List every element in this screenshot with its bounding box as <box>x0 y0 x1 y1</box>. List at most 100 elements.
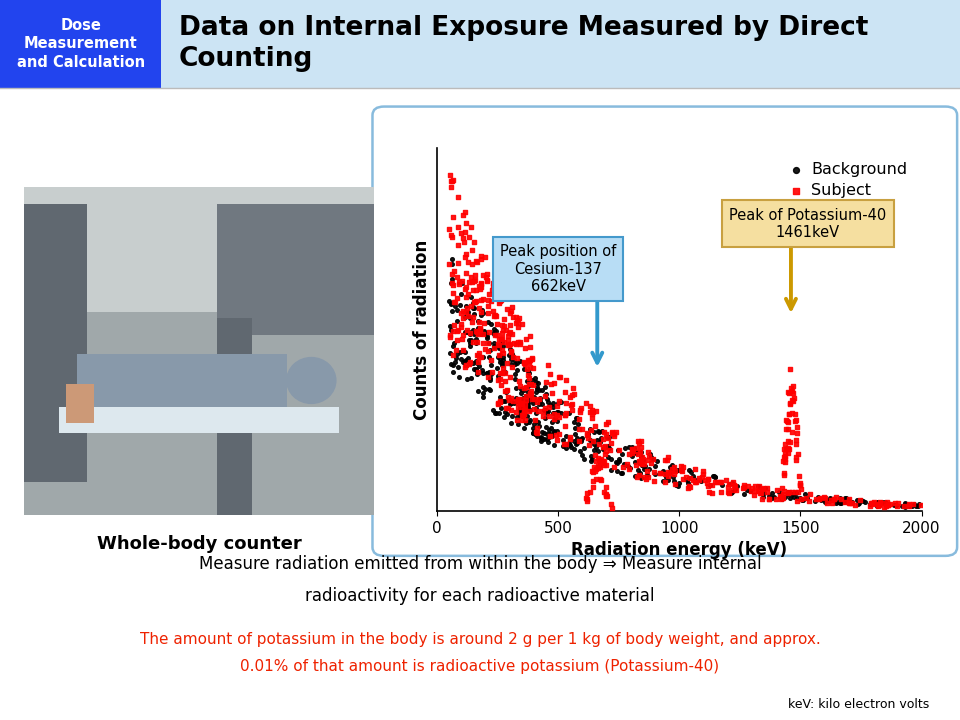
Subject <box>632 455 647 467</box>
Subject <box>790 449 805 460</box>
Background <box>624 441 639 452</box>
Subject <box>546 408 562 419</box>
Background <box>807 495 823 507</box>
Background <box>458 346 473 358</box>
Background <box>468 364 484 375</box>
Subject <box>516 356 532 368</box>
Subject <box>583 400 598 412</box>
Subject <box>789 434 804 446</box>
Subject <box>558 409 573 420</box>
Subject <box>596 486 612 498</box>
Background <box>908 500 924 512</box>
Subject <box>522 354 538 366</box>
Background <box>705 470 720 482</box>
Subject <box>483 296 498 307</box>
Background <box>576 453 591 464</box>
Subject <box>913 499 928 510</box>
Background <box>602 442 617 454</box>
Background <box>460 326 475 338</box>
Background <box>830 497 846 508</box>
Subject <box>595 441 611 452</box>
Background <box>475 387 491 399</box>
Subject <box>469 337 485 348</box>
Subject <box>550 410 565 421</box>
Background <box>659 468 674 480</box>
Subject <box>458 281 473 292</box>
Subject <box>777 456 792 468</box>
Subject <box>584 465 599 477</box>
Subject <box>542 430 558 441</box>
Subject <box>504 361 519 373</box>
Subject <box>828 492 844 503</box>
Background <box>519 396 535 408</box>
Background <box>505 410 520 422</box>
Background <box>662 465 678 477</box>
Background <box>668 479 684 490</box>
Background <box>752 481 767 492</box>
Subject <box>552 428 567 440</box>
Subject <box>500 392 516 403</box>
Subject <box>500 335 516 346</box>
Background <box>542 429 558 441</box>
Subject <box>466 311 481 323</box>
Subject <box>484 366 499 378</box>
Bar <box>217 204 374 335</box>
Subject <box>491 338 506 349</box>
Background <box>780 487 796 498</box>
Subject <box>752 487 767 499</box>
Subject <box>824 497 839 508</box>
Subject <box>660 451 676 463</box>
Subject <box>492 339 507 351</box>
Subject <box>880 499 896 510</box>
Background <box>487 341 502 353</box>
FancyBboxPatch shape <box>372 107 957 556</box>
Subject <box>776 455 791 467</box>
Subject <box>582 439 597 451</box>
Subject <box>590 452 606 464</box>
Background <box>489 408 504 419</box>
Subject <box>451 279 467 290</box>
Subject <box>683 472 698 484</box>
Subject <box>585 435 600 446</box>
Subject <box>558 420 573 432</box>
Background <box>519 410 535 422</box>
Subject <box>890 500 905 512</box>
Background <box>444 299 459 310</box>
Background <box>855 495 871 506</box>
Subject <box>493 333 509 345</box>
Subject <box>704 480 719 491</box>
Subject <box>525 379 540 391</box>
Subject <box>455 305 470 317</box>
Subject <box>792 480 807 491</box>
Background <box>495 366 511 377</box>
Subject <box>781 408 797 419</box>
Background <box>476 381 492 392</box>
Subject <box>446 266 462 277</box>
Text: keV: kilo electron volts: keV: kilo electron volts <box>788 698 929 711</box>
Subject <box>535 410 550 422</box>
Subject <box>547 413 563 425</box>
Subject <box>743 485 758 497</box>
Subject <box>529 396 544 408</box>
Subject <box>499 402 515 414</box>
Background <box>694 475 709 487</box>
Background <box>453 289 468 300</box>
Background <box>480 368 495 379</box>
Subject <box>826 493 841 505</box>
Subject <box>504 392 519 404</box>
Subject <box>512 376 527 387</box>
Subject <box>538 402 553 413</box>
Subject <box>497 376 513 387</box>
Background <box>576 442 591 454</box>
Subject <box>628 459 643 471</box>
Background <box>532 420 547 431</box>
Subject <box>500 330 516 341</box>
Subject <box>527 415 542 426</box>
Subject <box>784 426 800 438</box>
Background <box>459 326 474 338</box>
Subject <box>601 416 616 428</box>
Subject <box>487 310 502 322</box>
Subject <box>522 330 538 341</box>
Subject <box>747 490 762 501</box>
Background <box>518 390 534 401</box>
